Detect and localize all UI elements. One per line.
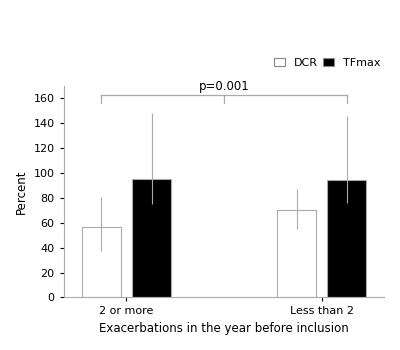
X-axis label: Exacerbations in the year before inclusion: Exacerbations in the year before inclusi… bbox=[99, 322, 349, 335]
Y-axis label: Percent: Percent bbox=[15, 169, 28, 214]
Bar bbox=[277, 210, 316, 298]
Bar bbox=[132, 179, 171, 298]
Bar bbox=[327, 181, 366, 298]
Bar bbox=[82, 226, 121, 298]
Legend: DCR, TFmax: DCR, TFmax bbox=[269, 54, 385, 72]
Text: p=0.001: p=0.001 bbox=[199, 80, 250, 93]
